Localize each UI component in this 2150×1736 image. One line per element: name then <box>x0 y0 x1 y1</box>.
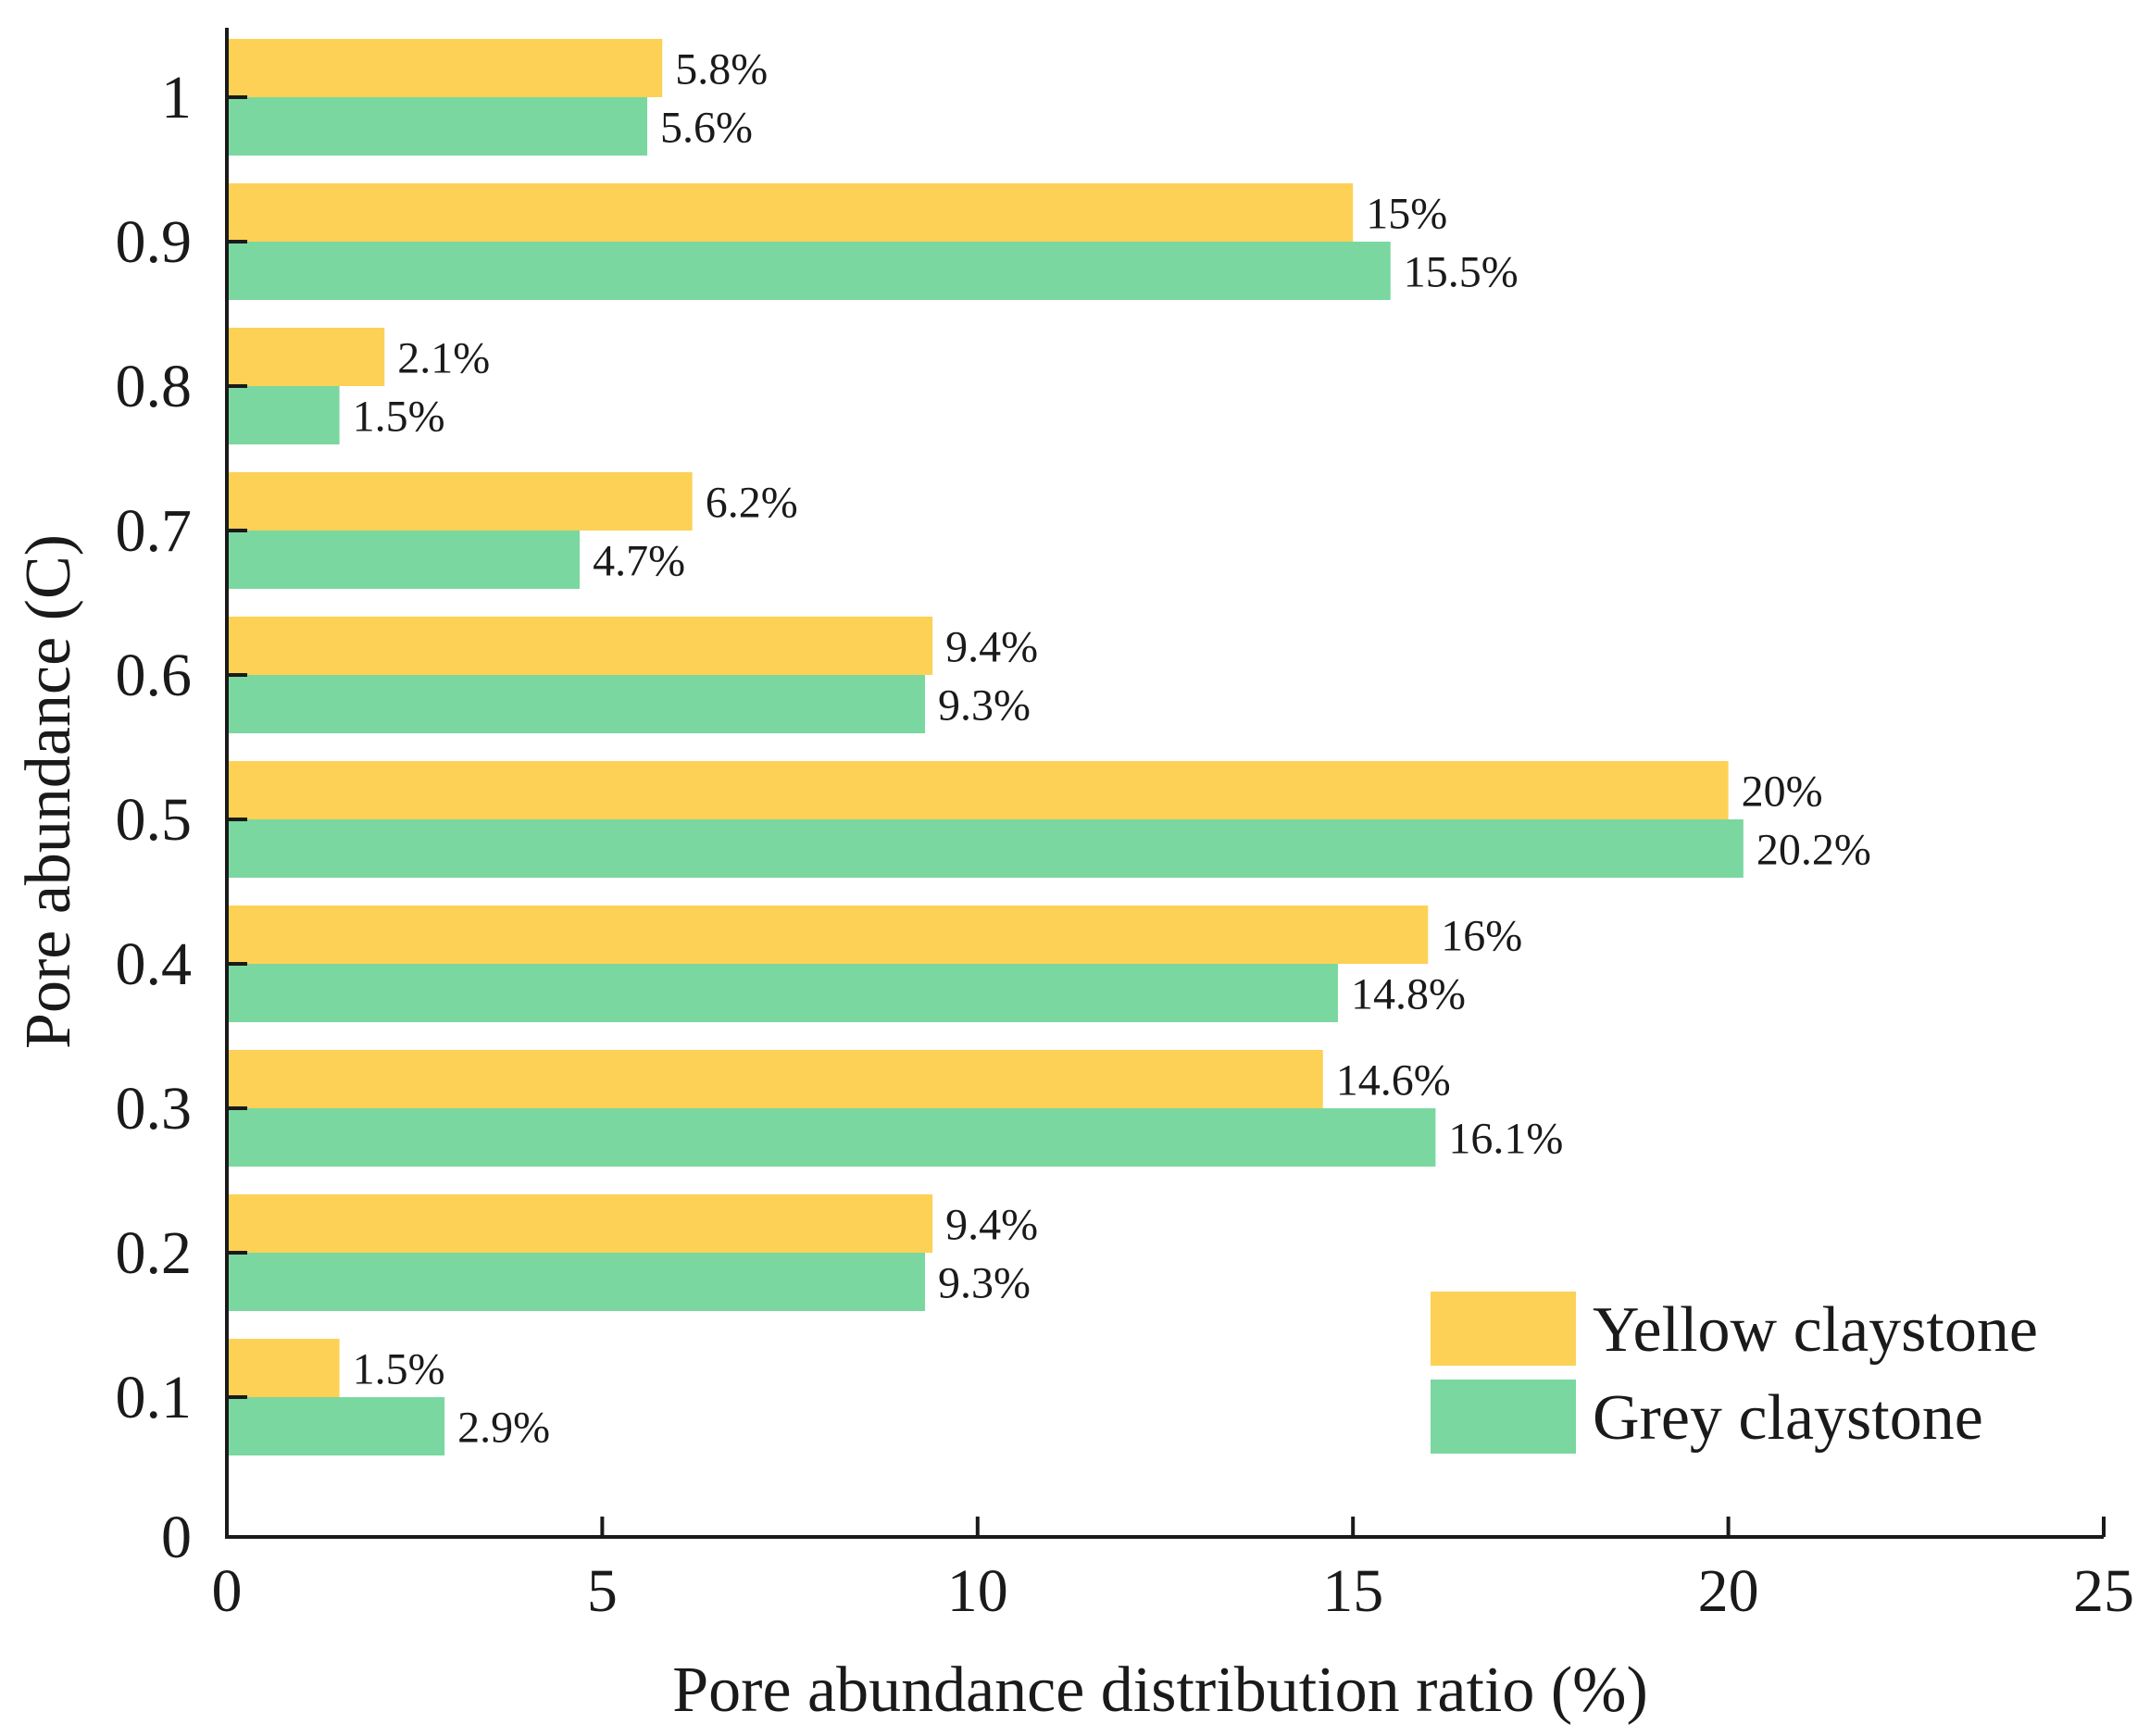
y-tick-label-0.1: 0.1 <box>116 1364 193 1431</box>
bar-yellow-1 <box>227 39 663 97</box>
x-axis-title: Pore abundance distribution ratio (%) <box>672 1655 1648 1726</box>
legend-label-grey: Grey claystone <box>1593 1382 1983 1454</box>
data-label-grey-0.4: 14.8% <box>1351 970 1466 1019</box>
data-label-yellow-0.1: 1.5% <box>353 1345 445 1394</box>
y-axis-title: Pore abundance (C) <box>13 534 84 1049</box>
data-label-yellow-0.2: 9.4% <box>945 1201 1038 1250</box>
legend-swatch-grey <box>1431 1380 1576 1454</box>
y-tick-label-0.4: 0.4 <box>116 930 193 998</box>
data-label-yellow-0.6: 9.4% <box>945 623 1038 672</box>
x-tick-label-10: 10 <box>947 1557 1008 1625</box>
data-label-yellow-0.3: 14.6% <box>1336 1056 1451 1105</box>
data-label-grey-0.7: 4.7% <box>593 537 685 586</box>
y-tick-label-0: 0 <box>161 1504 192 1571</box>
data-labels-layer: 1.5%2.9%9.4%9.3%14.6%16.1%16%14.8%20%20.… <box>353 45 1871 1453</box>
data-label-grey-0.6: 9.3% <box>938 681 1031 731</box>
bar-yellow-0.8 <box>227 328 385 386</box>
data-label-grey-0.1: 2.9% <box>457 1404 550 1453</box>
bar-grey-0.7 <box>227 531 581 589</box>
y-tick-label-1: 1 <box>161 64 192 131</box>
data-label-grey-0.8: 1.5% <box>353 393 445 442</box>
data-label-yellow-0.4: 16% <box>1441 912 1522 961</box>
axes-layer: 0 5 10 15 20 25 0 0.1 0.2 0.3 0.4 0.5 0.6 0.7 0.8 0.9 1 <box>116 28 2134 1625</box>
x-tick-label-5: 5 <box>587 1557 618 1625</box>
bar-grey-0.9 <box>227 242 1391 300</box>
data-label-yellow-0.7: 6.2% <box>706 479 798 528</box>
bar-yellow-0.5 <box>227 761 1729 819</box>
data-label-yellow-1: 5.8% <box>675 45 768 94</box>
data-label-grey-0.3: 16.1% <box>1448 1115 1563 1164</box>
bar-grey-0.3 <box>227 1108 1436 1167</box>
bar-grey-0.6 <box>227 675 926 733</box>
bar-grey-0.2 <box>227 1253 926 1311</box>
bar-yellow-0.9 <box>227 183 1354 242</box>
legend-swatch-yellow <box>1431 1292 1576 1366</box>
data-label-yellow-0.8: 2.1% <box>397 334 490 383</box>
y-tick-label-0.5: 0.5 <box>116 786 193 854</box>
data-label-yellow-0.5: 20% <box>1742 768 1823 817</box>
data-label-grey-1: 5.6% <box>660 104 753 153</box>
bar-yellow-0.1 <box>227 1339 340 1397</box>
legend: Yellow claystone Grey claystone <box>1431 1292 2038 1454</box>
bar-yellow-0.4 <box>227 905 1429 964</box>
legend-label-yellow: Yellow claystone <box>1593 1294 2038 1366</box>
data-label-grey-0.9: 15.5% <box>1404 248 1519 297</box>
data-label-grey-0.5: 20.2% <box>1756 826 1871 875</box>
bar-yellow-0.2 <box>227 1194 933 1253</box>
bars-layer <box>227 39 1744 1455</box>
x-tick-label-15: 15 <box>1322 1557 1383 1625</box>
y-tick-label-0.6: 0.6 <box>116 642 193 709</box>
y-tick-label-0.7: 0.7 <box>116 497 193 565</box>
bar-grey-1 <box>227 97 648 156</box>
y-tick-label-0.8: 0.8 <box>116 353 193 420</box>
bar-grey-0.8 <box>227 386 340 444</box>
x-tick-label-25: 25 <box>2073 1557 2134 1625</box>
y-tick-label-0.9: 0.9 <box>116 208 193 276</box>
bar-grey-0.4 <box>227 964 1338 1022</box>
y-tick-label-0.3: 0.3 <box>116 1075 193 1143</box>
data-label-grey-0.2: 9.3% <box>938 1259 1031 1308</box>
bar-yellow-0.7 <box>227 472 693 531</box>
bar-grey-0.1 <box>227 1397 445 1455</box>
data-label-yellow-0.9: 15% <box>1366 190 1447 239</box>
bar-grey-0.5 <box>227 819 1744 878</box>
bar-yellow-0.6 <box>227 617 933 675</box>
x-tick-label-0: 0 <box>212 1557 243 1625</box>
x-tick-label-20: 20 <box>1698 1557 1759 1625</box>
bar-yellow-0.3 <box>227 1050 1323 1108</box>
y-tick-label-0.2: 0.2 <box>116 1219 193 1287</box>
